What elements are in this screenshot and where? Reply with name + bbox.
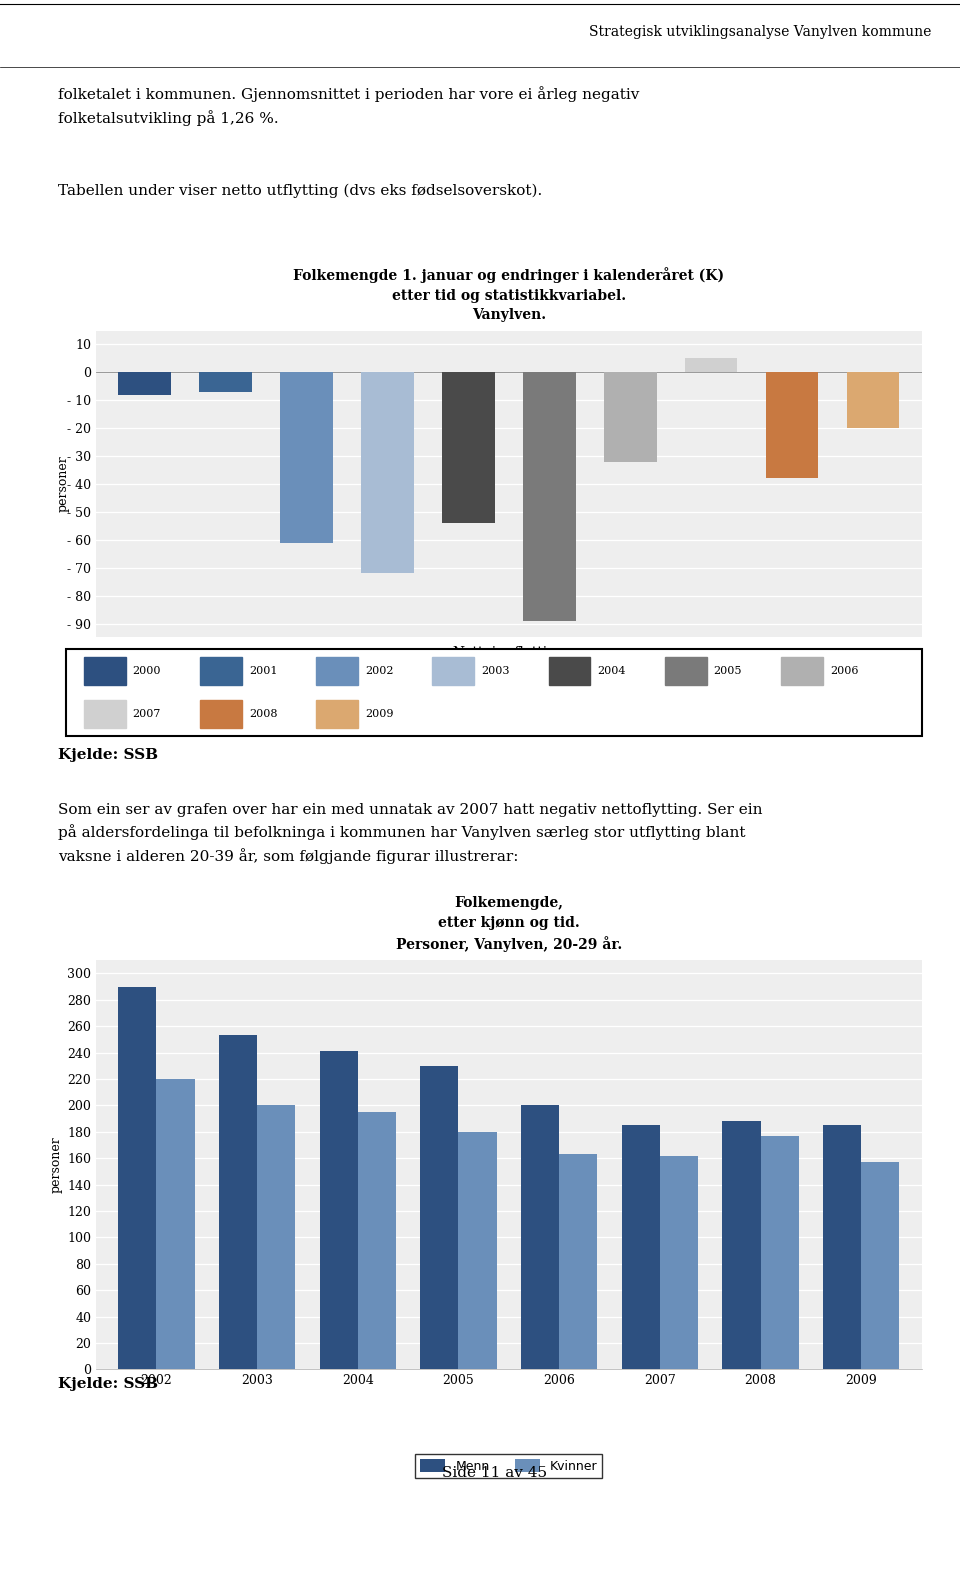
Bar (559, 1154, 597, 1369)
Bar (847, 373, 900, 428)
Bar (442, 373, 494, 523)
Bar (432, 656, 474, 685)
Bar (84, 656, 126, 685)
Bar (722, 1121, 760, 1369)
Bar (118, 987, 156, 1369)
Text: Tabellen under viser netto utflytting (dvs eks fødselsoverskot).: Tabellen under viser netto utflytting (d… (58, 184, 541, 198)
Bar (219, 1036, 257, 1369)
Bar (523, 373, 576, 620)
Text: Side 11 av 45: Side 11 av 45 (442, 1465, 547, 1480)
Bar (459, 1132, 496, 1369)
Text: Kjelde: SSB: Kjelde: SSB (58, 1377, 157, 1391)
Bar (664, 656, 707, 685)
Bar (420, 1066, 459, 1369)
Bar (257, 1105, 296, 1369)
Text: 2005: 2005 (713, 666, 742, 675)
Y-axis label: personer: personer (57, 455, 69, 513)
Text: folketalet i kommunen. Gjennomsnittet i perioden har vore ei årleg negativ
folke: folketalet i kommunen. Gjennomsnittet i … (58, 87, 639, 126)
Bar (280, 373, 333, 543)
Text: 2007: 2007 (132, 710, 161, 719)
Text: Kjelde: SSB: Kjelde: SSB (58, 748, 157, 762)
Legend: Menn, Kvinner: Menn, Kvinner (416, 1454, 602, 1478)
Bar (361, 373, 414, 573)
Bar (760, 1136, 799, 1369)
Title: Folkemengde 1. januar og endringer i kalenderåret (K)
etter tid og statistikkvar: Folkemengde 1. januar og endringer i kal… (293, 268, 725, 323)
Bar (200, 656, 242, 685)
Text: 2008: 2008 (249, 710, 277, 719)
Y-axis label: personer: personer (50, 1136, 63, 1193)
Text: 2009: 2009 (365, 710, 394, 719)
Title: Folkemengde,
etter kjønn og tid.
Personer, Vanylven, 20-29 år.: Folkemengde, etter kjønn og tid. Persone… (396, 896, 622, 952)
Text: Strategisk utviklingsanalyse Vanylven kommune: Strategisk utviklingsanalyse Vanylven ko… (588, 25, 931, 39)
Bar (200, 373, 252, 392)
Text: 2003: 2003 (481, 666, 510, 675)
X-axis label: Nettoinnflytting: Nettoinnflytting (452, 645, 565, 660)
Bar (766, 373, 818, 478)
Text: 2006: 2006 (829, 666, 858, 675)
Bar (548, 656, 590, 685)
Bar (316, 656, 358, 685)
Bar (604, 373, 657, 461)
Bar (320, 1051, 358, 1369)
Text: 2000: 2000 (132, 666, 161, 675)
Bar (84, 700, 126, 729)
Bar (118, 373, 171, 395)
Bar (780, 656, 823, 685)
Text: 2001: 2001 (249, 666, 277, 675)
Bar (861, 1162, 900, 1369)
Bar (358, 1111, 396, 1369)
Bar (316, 700, 358, 729)
Bar (156, 1078, 195, 1369)
Bar (684, 359, 737, 373)
Bar (660, 1155, 698, 1369)
Bar (621, 1125, 660, 1369)
Text: 2004: 2004 (597, 666, 626, 675)
Text: Som ein ser av grafen over har ein med unnatak av 2007 hatt negativ nettoflyttin: Som ein ser av grafen over har ein med u… (58, 803, 762, 864)
Bar (521, 1105, 559, 1369)
Text: 2002: 2002 (365, 666, 394, 675)
Bar (200, 700, 242, 729)
Bar (823, 1125, 861, 1369)
